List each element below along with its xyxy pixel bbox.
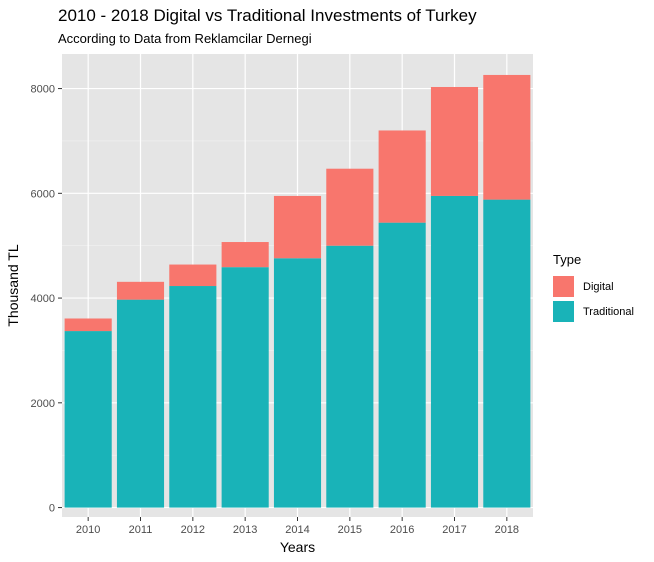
bar-digital-2015 <box>326 168 374 246</box>
y-axis-ticks: 0 2000 4000 6000 8000 <box>31 84 62 515</box>
y-tick-label: 8000 <box>31 84 55 96</box>
bar-traditional-2013 <box>221 267 269 508</box>
bar-digital-2017 <box>430 86 479 196</box>
x-tick-label: 2014 <box>285 524 309 536</box>
bar-digital-2016 <box>378 130 426 223</box>
legend-label-traditional: Traditional <box>583 305 634 318</box>
legend-title: Type <box>553 252 582 267</box>
bar-digital-2018 <box>483 74 531 200</box>
bar-traditional-2011 <box>116 299 165 508</box>
y-tick-label: 4000 <box>31 293 55 305</box>
legend-item-digital: Digital <box>553 274 634 299</box>
legend-swatch-digital <box>553 276 574 297</box>
x-tick-label: 2016 <box>390 524 414 536</box>
bar-traditional-2016 <box>378 222 426 508</box>
x-tick-label: 2013 <box>233 524 257 536</box>
bar-digital-2014 <box>273 195 322 259</box>
chart-subtitle: According to Data from Reklamcilar Derne… <box>58 31 312 46</box>
x-tick-label: 2011 <box>129 524 153 536</box>
x-tick-label: 2015 <box>338 524 362 536</box>
y-tick-label: 2000 <box>31 398 55 410</box>
bar-traditional-2010 <box>64 331 112 508</box>
x-tick-label: 2018 <box>495 524 519 536</box>
bar-traditional-2017 <box>430 195 479 508</box>
chart-title: 2010 - 2018 Digital vs Traditional Inves… <box>58 6 477 25</box>
bar-digital-2010 <box>64 318 112 332</box>
legend-label-digital: Digital <box>583 280 614 293</box>
legend: Type Digital Traditional <box>553 252 634 324</box>
legend-swatch-traditional <box>553 301 574 322</box>
bar-traditional-2014 <box>273 258 322 508</box>
bar-traditional-2018 <box>483 199 531 508</box>
y-tick-label: 0 <box>49 503 55 515</box>
bar-digital-2011 <box>116 281 165 300</box>
bars <box>64 74 531 508</box>
bar-traditional-2015 <box>326 245 374 508</box>
x-axis-ticks: 2010 2011 2012 2013 2014 2015 2016 2017 2018 <box>76 517 519 536</box>
legend-item-traditional: Traditional <box>553 299 634 324</box>
y-tick-label: 6000 <box>31 188 55 200</box>
x-tick-label: 2012 <box>181 524 205 536</box>
bar-traditional-2012 <box>169 286 217 508</box>
y-axis-label: Thousand TL <box>5 244 21 326</box>
x-axis-label: Years <box>280 539 315 555</box>
x-tick-label: 2017 <box>442 524 466 536</box>
bar-digital-2012 <box>169 264 217 287</box>
bar-digital-2013 <box>221 242 269 268</box>
x-tick-label: 2010 <box>76 524 100 536</box>
